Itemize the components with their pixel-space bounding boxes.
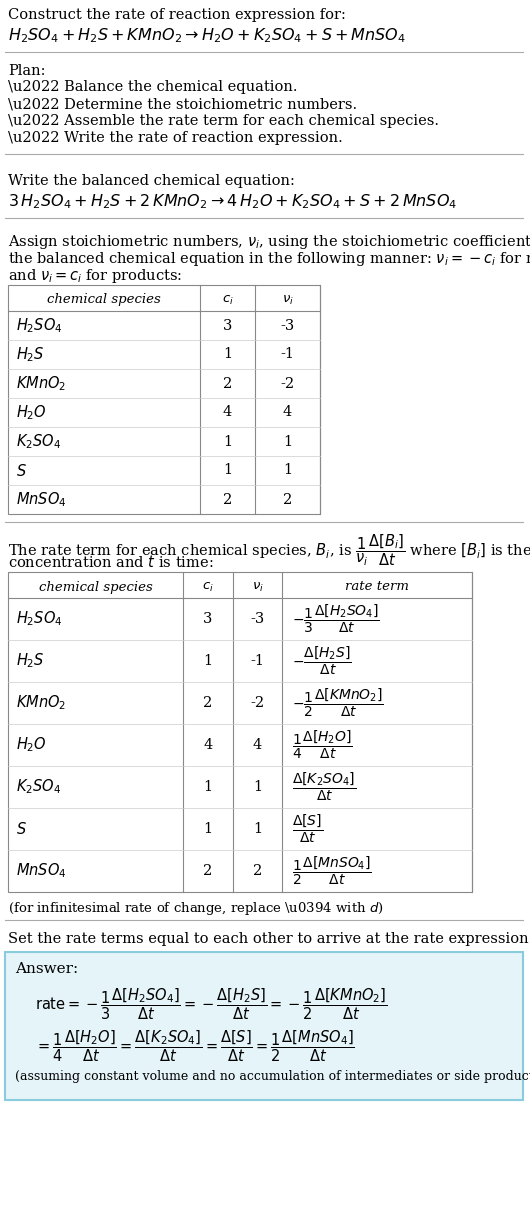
Text: 1: 1 xyxy=(223,434,232,449)
Text: 2: 2 xyxy=(204,696,213,710)
Text: -2: -2 xyxy=(251,696,264,710)
Text: Assign stoichiometric numbers, $\nu_i$, using the stoichiometric coefficients, $: Assign stoichiometric numbers, $\nu_i$, … xyxy=(8,233,530,251)
Text: 2: 2 xyxy=(253,863,262,878)
Text: $H_2S$: $H_2S$ xyxy=(16,345,45,364)
Text: 1: 1 xyxy=(204,654,213,668)
Text: 4: 4 xyxy=(223,405,232,420)
Text: -3: -3 xyxy=(250,611,264,626)
Text: $\nu_i$: $\nu_i$ xyxy=(281,293,294,306)
Text: \u2022 Assemble the rate term for each chemical species.: \u2022 Assemble the rate term for each c… xyxy=(8,115,439,128)
Text: -1: -1 xyxy=(280,347,295,362)
Text: -1: -1 xyxy=(251,654,264,668)
Text: -3: -3 xyxy=(280,318,295,333)
Text: 1: 1 xyxy=(253,780,262,794)
Bar xyxy=(8,572,472,892)
Text: Construct the rate of reaction expression for:: Construct the rate of reaction expressio… xyxy=(8,8,346,22)
Text: 3: 3 xyxy=(204,611,213,626)
Text: 3: 3 xyxy=(223,318,232,333)
Text: concentration and $t$ is time:: concentration and $t$ is time: xyxy=(8,554,214,570)
Text: $c_i$: $c_i$ xyxy=(202,580,214,593)
Text: $K_2SO_4$: $K_2SO_4$ xyxy=(16,432,61,451)
Bar xyxy=(8,285,320,514)
Text: the balanced chemical equation in the following manner: $\nu_i = -c_i$ for react: the balanced chemical equation in the fo… xyxy=(8,250,530,268)
Text: $3\,H_2SO_4 + H_2S + 2\,KMnO_2 \rightarrow 4\,H_2O + K_2SO_4 + S + 2\,MnSO_4$: $3\,H_2SO_4 + H_2S + 2\,KMnO_2 \rightarr… xyxy=(8,192,457,211)
Text: and $\nu_i = c_i$ for products:: and $\nu_i = c_i$ for products: xyxy=(8,267,182,285)
Text: 2: 2 xyxy=(283,492,292,507)
Text: $\dfrac{1}{2}\dfrac{\Delta[MnSO_4]}{\Delta t}$: $\dfrac{1}{2}\dfrac{\Delta[MnSO_4]}{\Del… xyxy=(292,855,372,888)
Text: $\dfrac{\Delta[K_2SO_4]}{\Delta t}$: $\dfrac{\Delta[K_2SO_4]}{\Delta t}$ xyxy=(292,771,356,803)
Text: $K_2SO_4$: $K_2SO_4$ xyxy=(16,778,61,796)
Text: $KMnO_2$: $KMnO_2$ xyxy=(16,693,66,713)
Text: 1: 1 xyxy=(204,780,213,794)
Text: 4: 4 xyxy=(283,405,292,420)
Text: $H_2SO_4$: $H_2SO_4$ xyxy=(16,316,63,335)
Text: $H_2O$: $H_2O$ xyxy=(16,736,47,754)
Text: 2: 2 xyxy=(223,376,232,391)
Text: rate term: rate term xyxy=(345,580,409,593)
Text: $H_2O$: $H_2O$ xyxy=(16,403,47,422)
Text: (assuming constant volume and no accumulation of intermediates or side products): (assuming constant volume and no accumul… xyxy=(15,1070,530,1083)
Text: 1: 1 xyxy=(283,463,292,478)
Text: $KMnO_2$: $KMnO_2$ xyxy=(16,374,66,393)
Text: 1: 1 xyxy=(253,822,262,836)
Text: Answer:: Answer: xyxy=(15,962,78,976)
Text: $\dfrac{\Delta[S]}{\Delta t}$: $\dfrac{\Delta[S]}{\Delta t}$ xyxy=(292,813,323,845)
Text: \u2022 Balance the chemical equation.: \u2022 Balance the chemical equation. xyxy=(8,80,297,94)
Text: The rate term for each chemical species, $B_i$, is $\dfrac{1}{\nu_i}\dfrac{\Delt: The rate term for each chemical species,… xyxy=(8,532,530,568)
Text: $\dfrac{1}{4}\dfrac{\Delta[H_2O]}{\Delta t}$: $\dfrac{1}{4}\dfrac{\Delta[H_2O]}{\Delta… xyxy=(292,728,353,761)
Text: $-\dfrac{1}{3}\dfrac{\Delta[H_2SO_4]}{\Delta t}$: $-\dfrac{1}{3}\dfrac{\Delta[H_2SO_4]}{\D… xyxy=(292,603,380,636)
FancyBboxPatch shape xyxy=(5,952,523,1100)
Text: chemical species: chemical species xyxy=(47,293,161,306)
Text: (for infinitesimal rate of change, replace \u0394 with $d$): (for infinitesimal rate of change, repla… xyxy=(8,900,384,917)
Text: $S$: $S$ xyxy=(16,821,27,837)
Text: 1: 1 xyxy=(223,347,232,362)
Text: $-\dfrac{1}{2}\dfrac{\Delta[KMnO_2]}{\Delta t}$: $-\dfrac{1}{2}\dfrac{\Delta[KMnO_2]}{\De… xyxy=(292,687,384,719)
Text: $H_2SO_4$: $H_2SO_4$ xyxy=(16,610,63,628)
Text: $MnSO_4$: $MnSO_4$ xyxy=(16,861,67,880)
Text: 1: 1 xyxy=(204,822,213,836)
Text: Set the rate terms equal to each other to arrive at the rate expression:: Set the rate terms equal to each other t… xyxy=(8,932,530,946)
Text: $H_2S$: $H_2S$ xyxy=(16,651,45,671)
Text: 4: 4 xyxy=(204,738,213,753)
Text: $= \dfrac{1}{4}\dfrac{\Delta[H_2O]}{\Delta t} = \dfrac{\Delta[K_2SO_4]}{\Delta t: $= \dfrac{1}{4}\dfrac{\Delta[H_2O]}{\Del… xyxy=(35,1028,355,1064)
Text: $\mathrm{rate} = -\dfrac{1}{3}\dfrac{\Delta[H_2SO_4]}{\Delta t} = -\dfrac{\Delta: $\mathrm{rate} = -\dfrac{1}{3}\dfrac{\De… xyxy=(35,987,387,1021)
Text: $H_2SO_4 + H_2S + KMnO_2 \rightarrow H_2O + K_2SO_4 + S + MnSO_4$: $H_2SO_4 + H_2S + KMnO_2 \rightarrow H_2… xyxy=(8,27,406,45)
Text: $MnSO_4$: $MnSO_4$ xyxy=(16,490,67,509)
Text: $c_i$: $c_i$ xyxy=(222,293,233,306)
Text: chemical species: chemical species xyxy=(39,580,153,593)
Text: Plan:: Plan: xyxy=(8,64,46,78)
Text: 1: 1 xyxy=(283,434,292,449)
Text: 4: 4 xyxy=(253,738,262,753)
Text: Write the balanced chemical equation:: Write the balanced chemical equation: xyxy=(8,174,295,188)
Text: -2: -2 xyxy=(280,376,295,391)
Text: 1: 1 xyxy=(223,463,232,478)
Text: 2: 2 xyxy=(223,492,232,507)
Text: \u2022 Determine the stoichiometric numbers.: \u2022 Determine the stoichiometric numb… xyxy=(8,96,357,111)
Text: $\nu_i$: $\nu_i$ xyxy=(252,580,263,593)
Text: $S$: $S$ xyxy=(16,462,27,479)
Text: \u2022 Write the rate of reaction expression.: \u2022 Write the rate of reaction expres… xyxy=(8,131,343,145)
Text: 2: 2 xyxy=(204,863,213,878)
Text: $-\dfrac{\Delta[H_2S]}{\Delta t}$: $-\dfrac{\Delta[H_2S]}{\Delta t}$ xyxy=(292,645,352,678)
